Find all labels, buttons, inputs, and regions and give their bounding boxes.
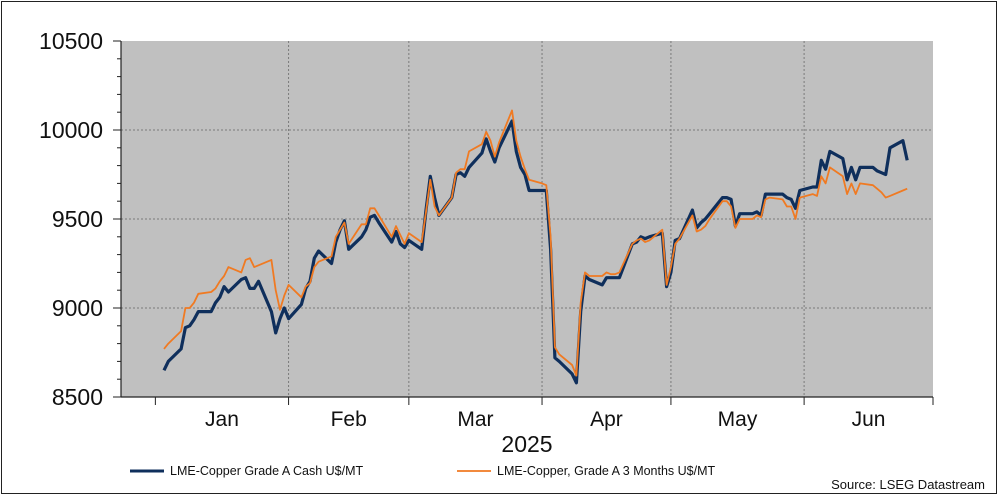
legend-label-cash: LME-Copper Grade A Cash U$/MT [170,464,363,478]
y-tick-label: 10500 [39,28,103,54]
x-axis-year-label: 2025 [501,431,552,457]
x-axis-month-labels: Jan Feb Mar Apr May Jun [205,408,885,431]
x-tick-label-jan: Jan [205,408,239,431]
x-tick-label-apr: Apr [590,408,623,431]
legend: LME-Copper Grade A Cash U$/MT LME-Copper… [130,464,716,478]
y-axis-tick-labels: 8500 9000 9500 10000 10500 [39,28,103,410]
source-note: Source: LSEG Datastream [831,477,985,492]
x-tick-label-mar: Mar [457,408,493,431]
x-tick-label-feb: Feb [331,408,367,431]
series-line-3months [163,109,908,377]
x-tick-label-may: May [718,408,758,431]
y-tick-label: 10000 [39,117,103,143]
axes [113,40,934,405]
series-lines [162,109,909,385]
x-tick-label-jun: Jun [852,408,886,431]
y-tick-label: 9500 [52,206,103,232]
y-tick-label: 9000 [52,295,103,321]
gridlines [121,41,933,397]
y-tick-label: 8500 [52,384,103,410]
series-line-cash [162,119,909,385]
legend-label-3months: LME-Copper, Grade A 3 Months U$/MT [497,464,716,478]
